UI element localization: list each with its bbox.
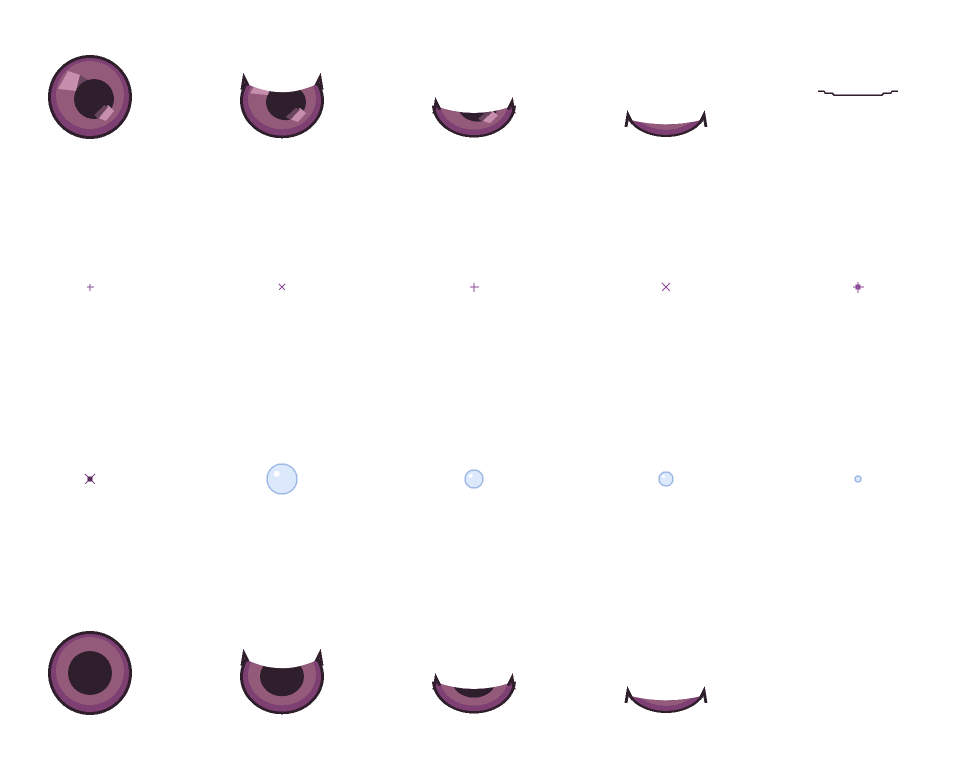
eyelid-corner-right bbox=[506, 96, 516, 114]
sparkle-arm-v bbox=[89, 284, 91, 291]
bubble bbox=[854, 475, 862, 483]
sprite-eye-blink-plain-frame-2 bbox=[240, 648, 324, 715]
eye-pupil bbox=[650, 118, 690, 123]
eye-iris bbox=[440, 105, 508, 130]
sprite-sparkles-frame-1 bbox=[87, 284, 94, 291]
sprite-eye-blink-highlighted-frame-4 bbox=[624, 88, 708, 138]
bubble bbox=[266, 463, 298, 495]
sprite-sparkle-and-bubbles-frame-4 bbox=[658, 471, 674, 487]
sprite-eye-blink-highlighted-frame-1 bbox=[48, 55, 132, 139]
sparkle-arm-v bbox=[473, 283, 475, 292]
eye-pupil bbox=[68, 651, 112, 695]
eye-highlight-small bbox=[96, 105, 114, 121]
eye-iris-shadow bbox=[652, 91, 666, 108]
eyelid-corner-right bbox=[698, 686, 708, 704]
eyelid-corner-right bbox=[506, 672, 516, 690]
eyelid-corner-left bbox=[240, 72, 250, 90]
sprite-eye-blink-highlighted-frame-2 bbox=[240, 72, 324, 139]
eyelid-corner-right bbox=[698, 110, 708, 128]
eyelid-corner-left bbox=[432, 672, 442, 690]
bubble bbox=[464, 469, 484, 489]
sprite-sparkles-frame-3 bbox=[470, 283, 479, 292]
eyelid-corner-right bbox=[314, 648, 324, 666]
sparkle-arm-diag bbox=[278, 283, 286, 291]
eye-highlight bbox=[58, 71, 80, 91]
eye-iris-shadow-small bbox=[94, 105, 108, 119]
eye-iris-shadow-small bbox=[286, 107, 300, 121]
sprite-eye-blink-plain-frame-4 bbox=[624, 686, 708, 714]
closed-eye-line bbox=[818, 90, 898, 96]
sprite-eye-blink-plain-frame-1 bbox=[48, 631, 132, 715]
sprite-eye-blink-highlighted-frame-3 bbox=[432, 84, 516, 138]
eyelid-corner-right bbox=[314, 72, 324, 90]
bubble-shine bbox=[469, 474, 473, 478]
sprite-eye-blink-plain-frame-3 bbox=[432, 672, 516, 714]
sprite-sparkles-frame-5 bbox=[853, 282, 864, 293]
eyelid-corner-left bbox=[624, 110, 634, 128]
sprite-sparkle-and-bubbles-frame-5 bbox=[854, 475, 862, 483]
eyelid-corner-left bbox=[624, 686, 634, 704]
sprite-eye-blink-highlighted-frame-5 bbox=[818, 90, 898, 96]
eye-iris-shadow-small bbox=[670, 118, 684, 123]
eye-pupil bbox=[644, 694, 688, 699]
bubble-shine bbox=[662, 475, 665, 478]
eye-iris bbox=[632, 694, 700, 706]
eye-highlight bbox=[250, 81, 272, 96]
eye-pupil bbox=[452, 681, 496, 698]
sprite-sparkle-and-bubbles-frame-2 bbox=[266, 463, 298, 495]
eye-pupil bbox=[260, 657, 304, 697]
eyelid-corner-left bbox=[432, 96, 442, 114]
eye-highlight bbox=[442, 84, 464, 100]
eye-iris-shadow bbox=[460, 105, 474, 106]
eye-iris bbox=[440, 681, 508, 706]
sparkle-core bbox=[87, 476, 93, 482]
sprite-sparkle-and-bubbles-frame-3 bbox=[464, 469, 484, 489]
sparkle-arm-diag bbox=[661, 282, 671, 292]
eye-iris-shadow-small bbox=[478, 110, 492, 122]
sprite-sparkle-and-bubbles-frame-1 bbox=[84, 473, 96, 485]
sparkle-core bbox=[855, 284, 861, 290]
eye-highlight-small bbox=[288, 107, 306, 123]
sprite-sparkles-frame-2 bbox=[278, 283, 286, 291]
eye-highlight-small bbox=[672, 118, 690, 125]
eyelid-corner-left bbox=[240, 648, 250, 666]
bubble bbox=[658, 471, 674, 487]
eye-highlight bbox=[634, 88, 656, 102]
sprite-sparkles-frame-4 bbox=[661, 282, 671, 292]
eye-highlight-small bbox=[480, 110, 498, 124]
bubble-shine bbox=[273, 470, 280, 477]
eye-iris bbox=[632, 118, 700, 130]
